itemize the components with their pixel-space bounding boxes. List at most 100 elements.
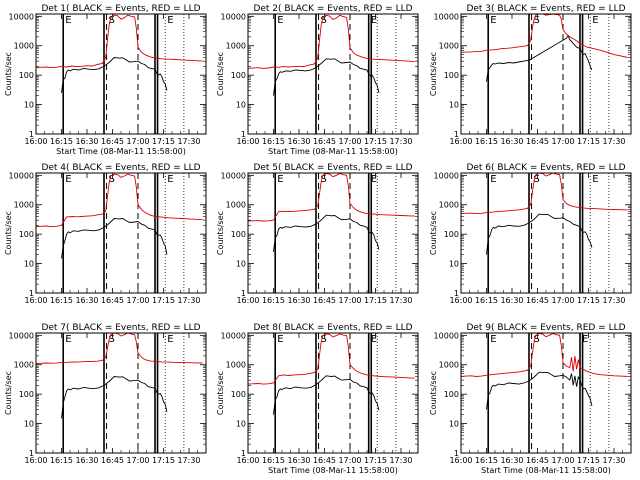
panel-det-3: Det 3( BLACK = Events, RED = LLD Counts/s…	[429, 4, 632, 146]
panel-title: Det 7( BLACK = Events, RED = LLD	[41, 323, 200, 333]
panel-det-2: Det 2( BLACK = Events, RED = LLD Counts/s…	[216, 4, 419, 156]
lld-series-line	[248, 173, 415, 222]
series-group	[248, 173, 415, 252]
y-axis-title: Counts/sec	[216, 211, 225, 255]
events-series-line	[486, 34, 593, 82]
series-group	[36, 173, 203, 259]
panel-title: Det 9( BLACK = Events, RED = LLD	[466, 323, 625, 333]
x-tick-label: 16:00	[236, 137, 259, 146]
lld-series-line	[461, 333, 628, 377]
x-tick-label: 17:00	[126, 456, 149, 465]
x-tick-label: 16:00	[24, 456, 47, 465]
x-tick-label: 16:45	[313, 456, 336, 465]
x-tick-label: 16:15	[50, 456, 73, 465]
series-group	[248, 14, 415, 96]
lld-series-line	[248, 14, 415, 69]
time-marker-label: E	[371, 334, 377, 345]
y-tick-label: 100	[19, 390, 34, 399]
x-tick-label: 16:45	[526, 456, 549, 465]
x-tick-label: 17:00	[338, 137, 361, 146]
x-tick-label: 16:30	[75, 137, 98, 146]
x-tick-label: 16:00	[24, 137, 47, 146]
y-tick-label: 10	[236, 260, 246, 269]
time-marker-label: S	[534, 334, 540, 345]
x-tick-label: 17:00	[126, 137, 149, 146]
x-tick-label: 16:15	[50, 137, 73, 146]
y-tick-label: 1	[241, 130, 246, 139]
panel-title: Det 1( BLACK = Events, RED = LLD	[41, 4, 200, 14]
lld-series-line	[248, 333, 415, 385]
time-marker-label: S	[321, 15, 327, 26]
events-series-line	[61, 376, 168, 419]
y-axis-title: Counts/sec	[429, 52, 438, 96]
lld-series-line	[36, 14, 203, 69]
time-marker-label: E	[592, 15, 598, 26]
x-tick-label: 17:00	[126, 296, 149, 305]
y-tick-label: 1000	[226, 361, 246, 370]
x-tick-label: 16:45	[101, 456, 124, 465]
x-tick-label: 16:00	[236, 456, 259, 465]
events-series-line	[61, 57, 168, 93]
panel-det-4: Det 4( BLACK = Events, RED = LLD Counts/s…	[4, 163, 207, 305]
y-tick-label: 10000	[221, 171, 246, 180]
series-group	[36, 14, 203, 93]
time-marker-label: E	[167, 174, 173, 185]
x-tick-label: 17:00	[551, 137, 574, 146]
x-tick-label: 16:45	[526, 137, 549, 146]
time-marker-label: E	[277, 174, 283, 185]
x-tick-label: 17:15	[577, 137, 600, 146]
plot-frame	[247, 332, 419, 454]
y-axis-title: Counts/sec	[429, 371, 438, 415]
x-tick-label: 16:45	[313, 296, 336, 305]
x-tick-label: 16:30	[287, 296, 310, 305]
time-marker-label: S	[109, 334, 115, 345]
x-tick-label: 17:30	[602, 137, 625, 146]
series-group	[461, 333, 628, 410]
x-tick-label: 16:15	[50, 296, 73, 305]
y-axis-title: Counts/sec	[429, 211, 438, 255]
y-tick-label: 1000	[14, 361, 34, 370]
plot-frame	[247, 172, 419, 294]
y-tick-label: 100	[444, 390, 459, 399]
x-tick-label: 17:15	[364, 456, 387, 465]
y-tick-label: 10000	[9, 331, 34, 340]
x-tick-label: 16:30	[75, 296, 98, 305]
panel-title: Det 2( BLACK = Events, RED = LLD	[253, 4, 412, 14]
x-tick-label: 17:30	[389, 137, 412, 146]
events-series-line	[61, 218, 168, 259]
y-tick-label: 100	[444, 230, 459, 239]
lld-series-line	[461, 173, 628, 215]
time-marker-label: E	[490, 334, 496, 345]
plot-frame	[35, 13, 207, 135]
x-tick-label: 17:15	[152, 456, 175, 465]
y-axis-title: Counts/sec	[216, 371, 225, 415]
y-tick-label: 10	[449, 420, 459, 429]
time-marker-label: E	[65, 334, 71, 345]
x-tick-label: 16:15	[262, 137, 285, 146]
x-tick-label: 16:00	[236, 296, 259, 305]
y-tick-label: 1	[241, 289, 246, 298]
x-tick-label: 16:45	[526, 296, 549, 305]
x-tick-label: 16:45	[101, 137, 124, 146]
x-tick-label: 17:00	[338, 296, 361, 305]
events-series-line	[486, 371, 593, 410]
y-tick-label: 100	[19, 71, 34, 80]
plot-frame	[460, 332, 632, 454]
time-marker-label: E	[277, 15, 283, 26]
x-tick-label: 16:30	[287, 456, 310, 465]
y-tick-label: 1	[454, 449, 459, 458]
time-marker-label: E	[371, 174, 377, 185]
y-tick-label: 100	[19, 230, 34, 239]
y-tick-label: 10000	[434, 12, 459, 21]
y-tick-label: 10	[449, 101, 459, 110]
panel-title: Det 5( BLACK = Events, RED = LLD	[253, 163, 412, 173]
y-tick-label: 10	[236, 420, 246, 429]
y-tick-label: 1	[454, 130, 459, 139]
y-tick-label: 10	[24, 420, 34, 429]
x-tick-label: 17:00	[551, 296, 574, 305]
x-tick-label: 17:00	[551, 456, 574, 465]
time-marker-label: E	[592, 174, 598, 185]
time-marker-label: S	[321, 174, 327, 185]
x-tick-label: 17:30	[389, 296, 412, 305]
y-tick-label: 100	[231, 390, 246, 399]
